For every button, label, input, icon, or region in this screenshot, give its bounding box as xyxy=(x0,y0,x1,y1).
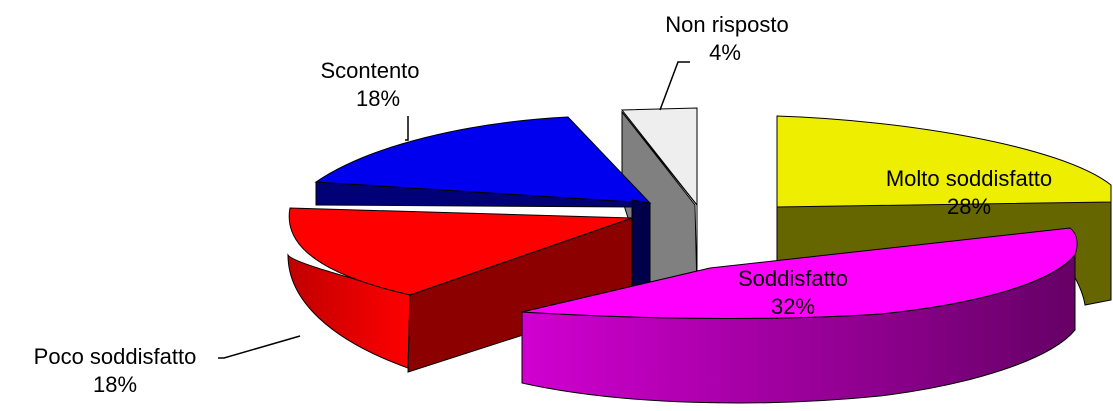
data-label-scontento: Scontento 18% xyxy=(320,58,419,111)
label-molto-soddisfatto-value: 28% xyxy=(947,194,991,219)
slice-scontento-top xyxy=(314,116,652,204)
data-label-non-risposto: Non risposto 4% xyxy=(665,12,789,65)
slice-scontento xyxy=(314,116,652,293)
leader-line-scontento xyxy=(405,116,409,141)
label-scontento-value: 18% xyxy=(356,86,400,111)
label-molto-soddisfatto-name: Molto soddisfatto xyxy=(886,166,1052,191)
slice-poco-soddisfatto-top xyxy=(288,207,633,296)
leader-line-non-risposto xyxy=(659,61,690,111)
data-label-poco-soddisfatto: Poco soddisfatto 18% xyxy=(34,344,197,397)
label-soddisfatto-name: Soddisfatto xyxy=(738,266,848,291)
label-soddisfatto-value: 32% xyxy=(771,294,815,319)
slice-non-risposto-stripe xyxy=(621,111,698,290)
leader-line-poco-soddisfatto xyxy=(218,335,301,359)
slice-soddisfatto xyxy=(521,227,1078,404)
data-label-soddisfatto: Soddisfatto 32% xyxy=(738,266,848,319)
data-label-molto-soddisfatto: Molto soddisfatto 28% xyxy=(886,166,1052,219)
label-non-risposto-name: Non risposto xyxy=(665,12,789,37)
label-poco-soddisfatto-value: 18% xyxy=(93,372,137,397)
label-non-risposto-value: 4% xyxy=(709,40,741,65)
label-scontento-name: Scontento xyxy=(320,58,419,83)
slice-soddisfatto-top xyxy=(521,227,1078,319)
slice-molto-soddisfatto-top xyxy=(776,115,1112,208)
slice-scontento-side-right xyxy=(631,199,651,293)
slice-poco-soddisfatto xyxy=(287,207,633,373)
label-poco-soddisfatto-name: Poco soddisfatto xyxy=(34,344,197,369)
slice-non-risposto-top xyxy=(620,107,698,207)
